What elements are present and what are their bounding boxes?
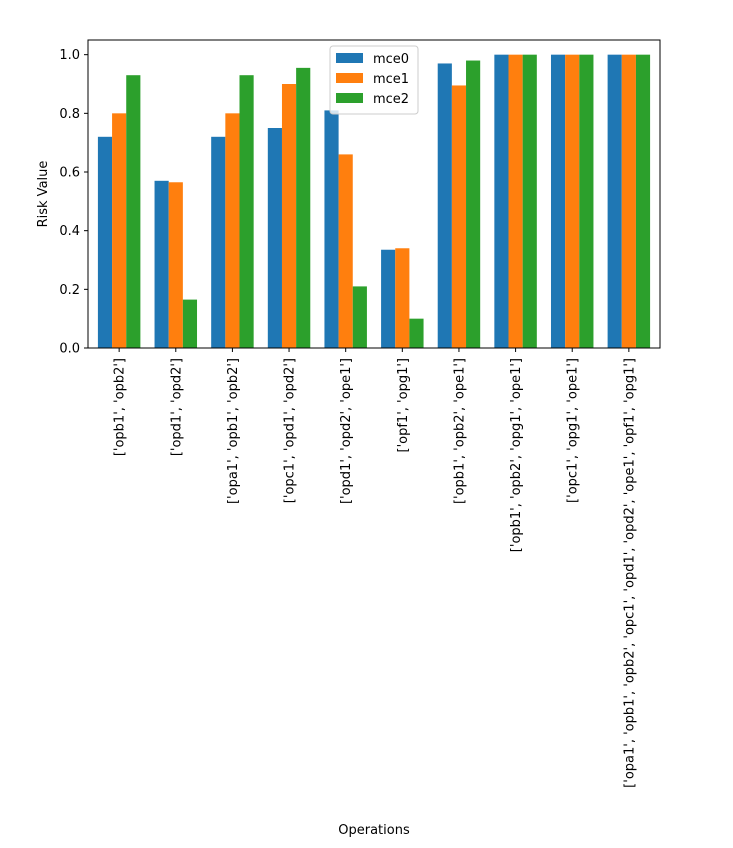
bar-mce1-5 [395, 248, 410, 348]
plot-frame [87, 39, 661, 349]
x-tick-label: ['opf1', 'opg1'] [396, 358, 411, 453]
bar-mce2-2 [239, 75, 254, 348]
bar-mce0-1 [154, 180, 169, 348]
x-tick-label: ['opb1', 'opb2', 'opg1', 'ope1'] [509, 358, 524, 552]
bar-mce0-9 [607, 54, 622, 349]
bar-mce1-2 [225, 113, 240, 348]
bar-mce0-7 [494, 54, 509, 349]
legend-label-mce1: mce1 [373, 72, 409, 87]
bar-mce0-6 [437, 63, 452, 348]
bar-mce2-4 [352, 286, 367, 348]
x-tick-label: ['opa1', 'opb1', 'opb2', 'opc1', 'opd1',… [622, 358, 637, 788]
x-tick-label: ['opc1', 'opg1', 'ope1'] [566, 358, 581, 503]
y-tick-label: 1.0 [59, 48, 80, 63]
legend-swatch-mce0 [336, 53, 363, 63]
y-tick-label: 0.8 [59, 107, 80, 122]
bar-mce2-9 [635, 54, 651, 349]
bar-mce0-2 [211, 136, 226, 348]
x-tick-label: ['opd1', 'opd2', 'ope1'] [339, 358, 354, 504]
bar-mce2-1 [182, 299, 198, 348]
bar-mce1-9 [621, 54, 636, 349]
legend-swatch-mce2 [336, 93, 363, 103]
bar-mce0-4 [324, 110, 339, 349]
y-axis: 0.0 0.2 0.4 0.6 0.8 1.0 [59, 48, 88, 357]
bar-mce2-3 [296, 67, 311, 348]
x-axis: ['opb1', 'opb2'] ['opd1', 'opd2'] ['opa1',… [113, 348, 637, 788]
bar-mce1-8 [565, 54, 580, 349]
legend-label-mce0: mce0 [373, 52, 409, 67]
x-tick-label: ['opc1', 'opd1', 'opd2'] [283, 358, 298, 503]
x-tick-label: ['opb1', 'opb2'] [113, 358, 128, 456]
bar-mce1-4 [338, 154, 353, 348]
x-tick-label: ['opa1', 'opb1', 'opb2'] [226, 358, 241, 504]
x-tick-label: ['opb1', 'opb2', 'ope1'] [452, 358, 467, 504]
legend-label-mce2: mce2 [373, 92, 409, 107]
y-tick-label: 0.4 [59, 224, 80, 239]
bar-mce1-6 [451, 85, 467, 348]
bar-mce2-0 [126, 75, 141, 348]
bar-mce2-8 [579, 54, 594, 349]
y-tick-label: 0.2 [59, 283, 80, 298]
y-tick-label: 0.6 [59, 166, 80, 181]
bars-group [97, 54, 651, 349]
bar-mce2-6 [466, 60, 481, 349]
bar-mce0-0 [97, 136, 113, 348]
y-tick-label: 0.0 [59, 342, 80, 357]
bar-mce1-1 [168, 182, 183, 348]
bar-mce1-7 [508, 54, 523, 349]
bar-mce0-5 [381, 249, 396, 348]
bar-mce2-7 [522, 54, 537, 349]
legend-swatch-mce1 [336, 73, 363, 83]
bar-mce2-5 [409, 318, 424, 348]
x-tick-label: ['opd1', 'opd2'] [169, 358, 184, 456]
legend: mce0 mce1 mce2 [329, 45, 419, 115]
y-axis-label: Risk Value [36, 161, 51, 228]
bar-mce0-8 [550, 54, 566, 349]
bar-mce0-3 [267, 128, 282, 348]
bar-mce1-0 [112, 113, 127, 348]
x-axis-label: Operations [338, 823, 410, 838]
bar-mce1-3 [281, 84, 297, 348]
